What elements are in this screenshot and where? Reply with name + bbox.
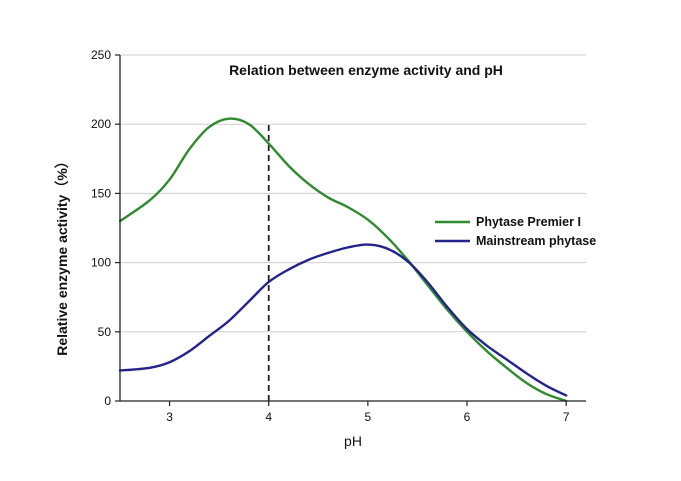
y-tick-label-150: 150 [91, 186, 111, 200]
x-axis-label: pH [344, 433, 362, 449]
y-ticks: 0 50 100 150 200 250 [91, 48, 120, 408]
x-tick-label-3: 3 [166, 410, 173, 424]
grid-lines [120, 54, 586, 333]
y-tick-label-0: 0 [104, 394, 111, 408]
legend-label-mainstream-phytase: Mainstream phytase [476, 234, 596, 248]
series-line-0 [118, 117, 568, 403]
y-tick-label-100: 100 [91, 256, 111, 270]
x-tick-label-5: 5 [365, 410, 372, 424]
x-ticks: 3 4 5 6 7 [166, 401, 570, 424]
x-tick-label-6: 6 [464, 410, 471, 424]
legend: Phytase Premier I Mainstream phytase [435, 215, 596, 248]
series-group [118, 117, 568, 403]
axes [119, 55, 586, 402]
x-tick-label-7: 7 [563, 410, 570, 424]
chart-title: Relation between enzyme activity and pH [229, 62, 503, 78]
y-tick-label-200: 200 [91, 117, 111, 131]
legend-label-phytase-premier: Phytase Premier I [476, 215, 581, 229]
y-axis-label: Relative enzyme activity（%） [54, 154, 70, 356]
y-tick-label-250: 250 [91, 48, 111, 62]
x-tick-label-4: 4 [265, 410, 272, 424]
series-line-1 [118, 243, 568, 397]
y-tick-label-50: 50 [98, 325, 112, 339]
